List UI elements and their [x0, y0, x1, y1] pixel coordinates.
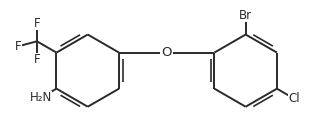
- Text: Cl: Cl: [289, 92, 300, 105]
- Text: Br: Br: [239, 9, 252, 22]
- Text: F: F: [34, 17, 40, 30]
- Text: H₂N: H₂N: [30, 91, 52, 104]
- Text: O: O: [161, 46, 172, 59]
- Text: F: F: [34, 53, 40, 66]
- Text: F: F: [15, 40, 22, 53]
